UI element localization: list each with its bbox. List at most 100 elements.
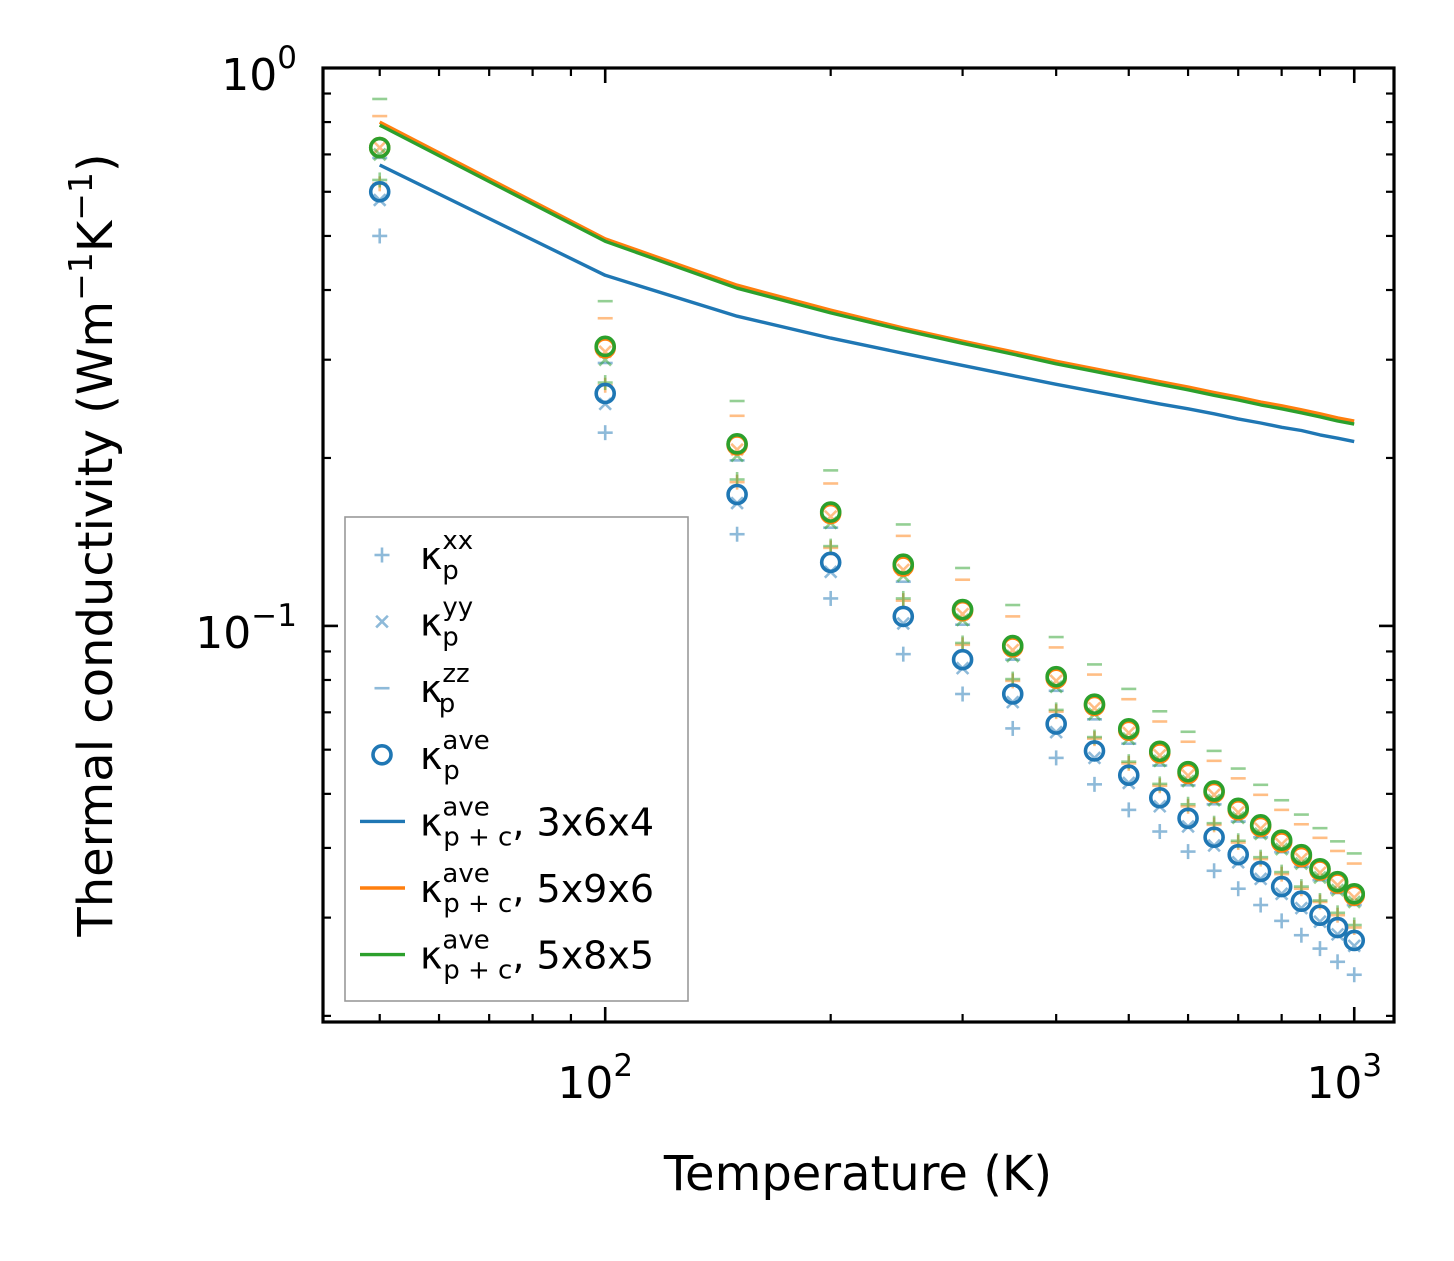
data-point-circle	[892, 605, 915, 628]
data-point-plus	[1230, 881, 1246, 897]
y-tick-label: 100	[221, 40, 297, 101]
data-point-circle	[951, 648, 974, 671]
data-point-circle	[1045, 713, 1067, 735]
data-point-plus	[1206, 863, 1222, 879]
legend-subscript: p	[442, 556, 459, 586]
data-point-circle	[819, 501, 842, 523]
legend-label: κave p	[420, 726, 490, 786]
data-point-plus	[372, 228, 388, 244]
data-point-plus	[372, 172, 388, 188]
data-point-plus	[1005, 720, 1021, 736]
data-point-circle	[1227, 797, 1250, 820]
x-tick-exponent: 2	[613, 1048, 633, 1084]
data-point-circle	[1203, 826, 1225, 849]
data-point-plus	[1180, 844, 1196, 860]
legend-kappa: κ	[420, 734, 442, 778]
legend-subscript: p	[443, 756, 460, 786]
legend-kappa: κ	[420, 867, 442, 911]
y-tick-label: 10−1	[195, 598, 297, 659]
legend-marker-x	[375, 614, 389, 629]
data-point-circle	[1203, 780, 1225, 802]
legend-box	[344, 516, 689, 1002]
data-point-circle	[1227, 843, 1250, 866]
data-point-plus	[823, 590, 839, 606]
data-point-plus	[1048, 750, 1064, 766]
series-line-blue	[378, 163, 1355, 444]
data-point-x	[1313, 914, 1327, 929]
legend-suffix: , 5x8x5	[512, 934, 654, 978]
legend-label: κyy p	[420, 593, 473, 653]
data-point-circle	[594, 382, 617, 405]
legend-label: κzz p	[420, 659, 470, 719]
data-point-circle	[1001, 634, 1024, 657]
legend-subscript: p	[439, 689, 456, 719]
data-point-x	[1087, 751, 1102, 765]
legend-subscript: p + c	[443, 956, 512, 986]
plot-area	[368, 97, 1366, 983]
y-label-end: )	[68, 153, 124, 172]
data-point-circle	[1270, 875, 1293, 898]
legend-marker-circle	[371, 743, 393, 766]
legend-label: κxx p	[420, 526, 473, 586]
data-point-plus	[597, 375, 613, 391]
data-point-plus	[955, 686, 971, 702]
data-point-plus	[823, 538, 839, 554]
data-point-plus	[1152, 824, 1168, 840]
data-point-plus	[1274, 913, 1290, 929]
data-point-circle	[1309, 857, 1331, 880]
y-label-sup: −1	[61, 252, 100, 301]
data-point-circle	[951, 598, 974, 621]
series-green-kxx	[372, 172, 1362, 933]
data-point-plus	[597, 425, 613, 441]
x-tick-base: 10	[1306, 1058, 1362, 1109]
data-point-plus	[1346, 967, 1362, 983]
series-orange-kpc_596	[378, 120, 1355, 423]
series-green-kave	[368, 136, 1366, 905]
data-point-x	[896, 616, 911, 631]
data-point-x	[1330, 927, 1345, 942]
data-point-circle	[594, 335, 617, 358]
data-point-circle	[1045, 665, 1067, 688]
data-point-circle	[1326, 916, 1349, 939]
legend-entry: κave p	[371, 726, 490, 786]
data-point-circle	[1117, 764, 1140, 787]
series-green-kzz	[372, 97, 1362, 855]
data-point-circle	[1001, 683, 1024, 705]
legend-entry: κzz p	[374, 659, 470, 719]
data-point-circle	[1148, 740, 1171, 763]
x-tick-exponent: 3	[1362, 1048, 1382, 1084]
series-orange-kzz	[372, 114, 1362, 865]
y-tick-base: 10	[221, 50, 277, 101]
legend-entry: κyy p	[375, 593, 473, 653]
legend-kappa: κ	[420, 934, 442, 978]
data-point-circle	[819, 551, 842, 574]
legend-kappa: κ	[420, 667, 442, 711]
legend-superscript: ave	[442, 792, 489, 822]
data-point-circle	[1083, 693, 1106, 715]
series-line-orange	[378, 120, 1355, 423]
y-tick-exponent: 0	[277, 40, 297, 76]
legend-subscript: p + c	[443, 889, 512, 919]
data-point-circle	[1270, 829, 1293, 851]
legend-marker-plus	[374, 547, 390, 563]
data-point-circle	[1177, 807, 1199, 830]
data-point-circle	[1148, 786, 1171, 809]
x-tick-label: 103	[1306, 1048, 1382, 1109]
data-point-plus	[1293, 927, 1309, 943]
data-point-plus	[1330, 954, 1346, 970]
legend-superscript: zz	[442, 659, 469, 689]
legend-entry: κxx p	[374, 526, 473, 586]
data-point-plus	[895, 646, 911, 662]
legend-subscript: p	[442, 623, 459, 653]
legend-superscript: ave	[442, 926, 489, 956]
x-tick-base: 10	[557, 1058, 613, 1109]
data-point-x	[372, 147, 387, 162]
legend-entry: κave p + c, 5x9x6	[360, 859, 654, 919]
y-axis-label-text: Thermal conductivity (Wm−1K−1)	[61, 153, 124, 937]
data-point-plus	[1086, 776, 1102, 792]
plot-frame	[321, 66, 1396, 1024]
series-line-green	[378, 123, 1355, 426]
